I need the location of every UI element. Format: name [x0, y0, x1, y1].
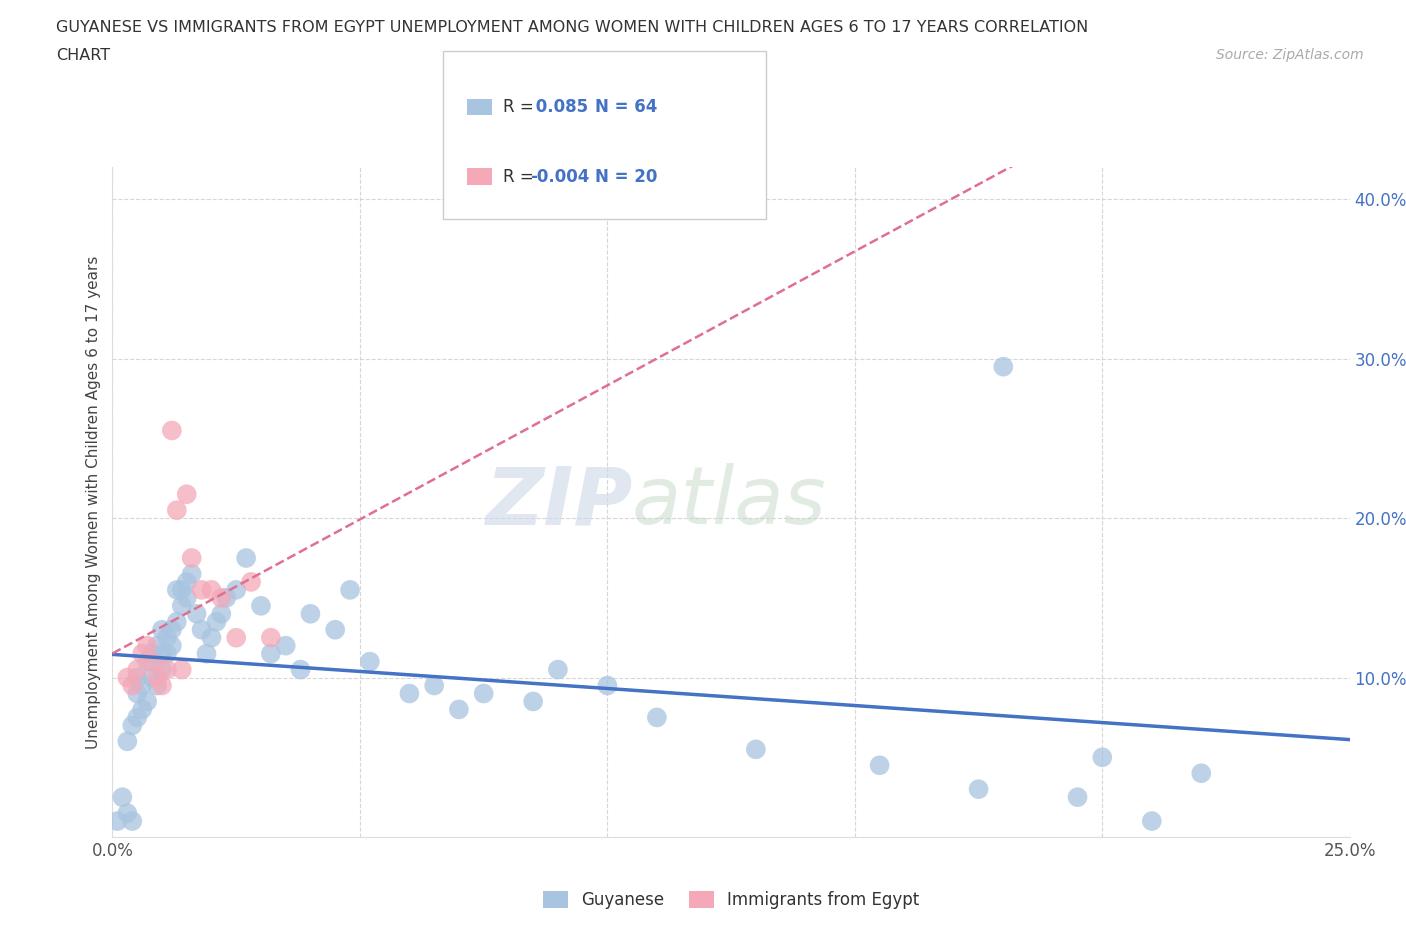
Point [869, 758, 891, 773]
Y-axis label: Unemployment Among Women with Children Ages 6 to 17 years: Unemployment Among Women with Children A… [86, 256, 101, 749]
Point [176, 486, 198, 501]
Point [225, 631, 247, 645]
Point [547, 662, 569, 677]
Text: 0.085: 0.085 [530, 98, 588, 116]
Point [250, 598, 273, 613]
Point [522, 694, 544, 709]
Point [131, 702, 153, 717]
Point [121, 678, 143, 693]
Point [993, 359, 1015, 374]
Point [200, 582, 222, 597]
Point [150, 678, 173, 693]
Point [127, 662, 149, 677]
Point [323, 622, 346, 637]
Text: Source: ZipAtlas.com: Source: ZipAtlas.com [1216, 48, 1364, 62]
Point [131, 646, 153, 661]
Point [1189, 765, 1212, 780]
Point [170, 598, 193, 613]
Point [117, 734, 139, 749]
Point [260, 646, 283, 661]
Text: R =: R = [503, 167, 540, 186]
Point [117, 805, 139, 820]
Point [209, 606, 232, 621]
Point [260, 631, 283, 645]
Point [111, 790, 134, 804]
Point [107, 814, 129, 829]
Point [141, 654, 163, 669]
Point [117, 671, 139, 685]
Point [150, 646, 173, 661]
Point [209, 591, 232, 605]
Point [121, 814, 143, 829]
Point [131, 678, 153, 693]
Text: N = 64: N = 64 [595, 98, 657, 116]
Point [299, 606, 322, 621]
Point [170, 582, 193, 597]
Point [146, 671, 169, 685]
Point [156, 631, 179, 645]
Point [195, 646, 218, 661]
Text: atlas: atlas [633, 463, 827, 541]
Point [180, 566, 202, 581]
Point [166, 503, 188, 518]
Point [359, 654, 381, 669]
Point [150, 662, 173, 677]
Point [423, 678, 446, 693]
Point [472, 686, 495, 701]
Point [141, 646, 163, 661]
Point [186, 606, 208, 621]
Point [150, 622, 173, 637]
Text: -0.004: -0.004 [530, 167, 589, 186]
Point [339, 582, 361, 597]
Point [200, 631, 222, 645]
Point [447, 702, 470, 717]
Point [146, 678, 169, 693]
Point [127, 686, 149, 701]
Point [156, 662, 179, 677]
Point [176, 575, 198, 590]
Point [127, 710, 149, 724]
Point [121, 718, 143, 733]
Text: N = 20: N = 20 [595, 167, 657, 186]
Point [290, 662, 312, 677]
Point [225, 582, 247, 597]
Point [180, 551, 202, 565]
Legend: Guyanese, Immigrants from Egypt: Guyanese, Immigrants from Egypt [536, 884, 927, 916]
Point [235, 551, 257, 565]
Point [190, 622, 212, 637]
Text: R =: R = [503, 98, 540, 116]
Point [176, 591, 198, 605]
Point [1140, 814, 1163, 829]
Point [1066, 790, 1088, 804]
Point [170, 662, 193, 677]
Point [141, 671, 163, 685]
Point [190, 582, 212, 597]
Point [215, 591, 238, 605]
Point [645, 710, 668, 724]
Point [136, 694, 159, 709]
Point [136, 638, 159, 653]
Point [160, 622, 183, 637]
Point [205, 615, 228, 630]
Text: GUYANESE VS IMMIGRANTS FROM EGYPT UNEMPLOYMENT AMONG WOMEN WITH CHILDREN AGES 6 : GUYANESE VS IMMIGRANTS FROM EGYPT UNEMPL… [56, 20, 1088, 35]
Point [166, 615, 188, 630]
Text: ZIP: ZIP [485, 463, 633, 541]
Point [596, 678, 619, 693]
Point [166, 582, 188, 597]
Point [160, 423, 183, 438]
Point [1091, 750, 1114, 764]
Point [398, 686, 420, 701]
Text: CHART: CHART [56, 48, 110, 63]
Point [967, 782, 990, 797]
Point [146, 638, 169, 653]
Point [160, 638, 183, 653]
Point [156, 646, 179, 661]
Point [240, 575, 263, 590]
Point [745, 742, 768, 757]
Point [274, 638, 297, 653]
Point [127, 671, 149, 685]
Point [136, 654, 159, 669]
